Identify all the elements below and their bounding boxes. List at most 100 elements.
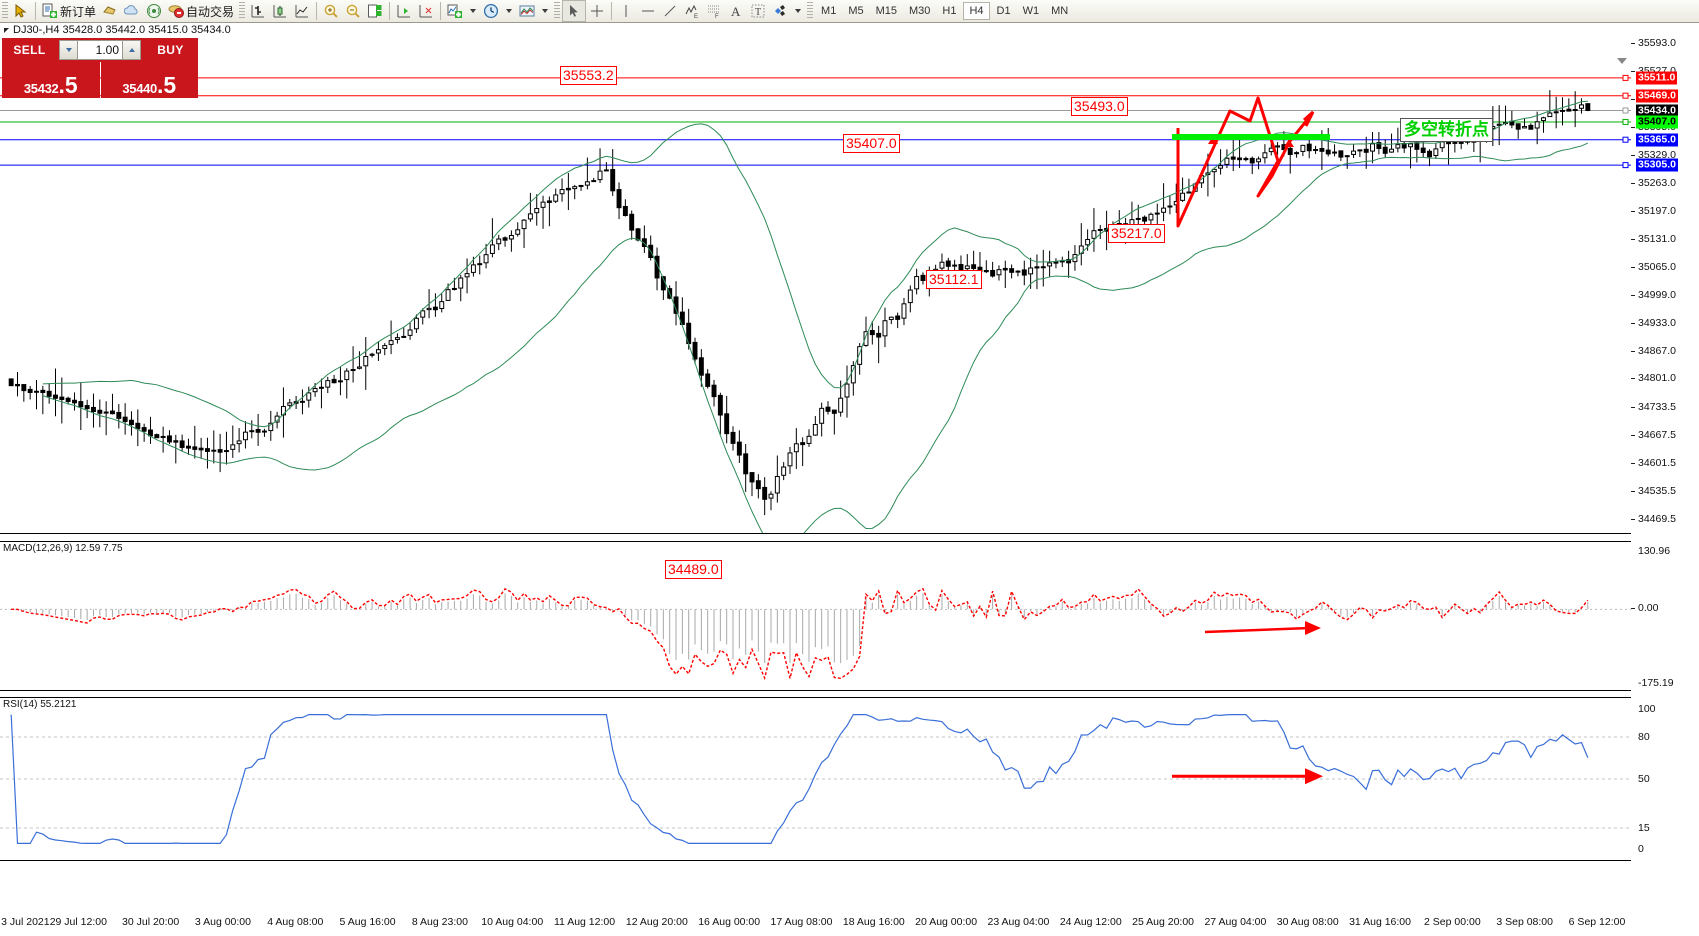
new-order-button[interactable]: 新订单	[39, 1, 99, 21]
indicators-dropdown-icon[interactable]	[470, 9, 477, 13]
price-tick-label: 34933.0	[1638, 316, 1676, 329]
toolbar-period-clock[interactable]	[480, 1, 502, 21]
toolbar-candlestick-chart[interactable]	[269, 1, 291, 21]
chart-scroll-indicator-icon[interactable]	[1617, 58, 1627, 64]
toolbar-cursor-tool[interactable]	[10, 1, 32, 21]
chart-pointer-icon	[4, 27, 9, 33]
tool-text[interactable]: A	[725, 1, 747, 21]
tool-cursor[interactable]	[562, 0, 587, 22]
macd-tick	[1631, 608, 1635, 610]
time-tick-label: 8 Aug 23:00	[411, 916, 468, 928]
price-badge[interactable]: 35434.0	[1636, 104, 1678, 117]
rsi-tick-label: 100	[1638, 703, 1656, 715]
sell-price-fraction: .5	[58, 72, 78, 98]
tool-fibonacci[interactable]: F	[703, 1, 725, 21]
price-tick	[1631, 154, 1635, 156]
timeframe-mn[interactable]: MN	[1051, 5, 1069, 17]
price-tick-label: 34601.5	[1638, 456, 1676, 469]
toolbar-bar-chart[interactable]	[247, 1, 269, 21]
time-tick-label: 31 Aug 16:00	[1349, 916, 1411, 928]
toolbar-auto-scroll[interactable]	[415, 1, 437, 21]
macd-tick-label: 0.00	[1638, 602, 1659, 615]
toolbar-zoom-out[interactable]	[342, 1, 364, 21]
tool-text-label[interactable]: T	[747, 1, 769, 21]
time-tick-label: 30 Aug 08:00	[1276, 916, 1339, 928]
toolbar-grip-2[interactable]	[239, 2, 246, 20]
time-tick-label: 30 Jul 20:00	[122, 916, 180, 928]
price-tick	[1631, 490, 1635, 492]
macd-caption: MACD(12,26,9) 12.59 7.75	[3, 543, 123, 554]
tool-horizontal-line[interactable]	[637, 1, 659, 21]
buy-price[interactable]: 35440 .5	[100, 62, 198, 98]
macd-axis: 130.96 0.00 -175.19	[1631, 541, 1699, 689]
toolbar-chart-shift[interactable]	[393, 1, 415, 21]
timeframe-m5[interactable]: M5	[848, 5, 864, 17]
auto-trading-button[interactable]: 自动交易	[165, 1, 237, 21]
price-axis[interactable]: 35593.035527.035461.035395.035329.035263…	[1631, 36, 1699, 533]
time-tick-label: 3 Aug 00:00	[194, 916, 251, 928]
toolbar-line-chart[interactable]	[291, 1, 313, 21]
time-tick-label: 18 Aug 16:00	[842, 916, 905, 928]
sell-price[interactable]: 35432 .5	[2, 62, 100, 98]
time-tick-label: 10 Aug 04:00	[481, 916, 544, 928]
toolbar-market-watch[interactable]	[99, 1, 121, 21]
macd-pane[interactable]: MACD(12,26,9) 12.59 7.75	[0, 541, 1631, 691]
price-tick	[1631, 378, 1635, 380]
price-tick	[1631, 71, 1635, 73]
time-tick-label: 4 Aug 08:00	[267, 916, 324, 928]
sell-button[interactable]: SELL	[2, 38, 57, 62]
toolbar-zoom-in[interactable]	[320, 1, 342, 21]
volume-control[interactable]: 1.00	[57, 38, 143, 62]
toolbar-divider	[35, 2, 36, 20]
price-badge[interactable]: 35407.0	[1636, 115, 1678, 129]
price-tick	[1631, 43, 1635, 45]
price-pane[interactable]	[0, 36, 1631, 534]
order-widget-header: SELL 1.00 BUY	[2, 38, 198, 62]
auto-trading-label: 自动交易	[186, 4, 235, 19]
one-click-trading-widget[interactable]: SELL 1.00 BUY 35432 .5 35440 .5	[2, 38, 198, 98]
rsi-pane[interactable]: RSI(14) 55.2121	[0, 697, 1631, 861]
price-tick-label: 35263.0	[1638, 176, 1676, 189]
volume-increase-button[interactable]	[122, 40, 141, 60]
price-badge[interactable]: 35365.0	[1636, 133, 1678, 147]
period-dropdown-icon[interactable]	[506, 9, 513, 13]
toolbar-save-chart[interactable]	[364, 1, 386, 21]
tool-vertical-line[interactable]	[615, 1, 637, 21]
volume-decrease-button[interactable]	[59, 40, 78, 60]
toolbar-grip-4[interactable]	[807, 2, 814, 20]
tool-shapes[interactable]	[769, 1, 791, 21]
tool-elliott-wave[interactable]: E	[681, 1, 703, 21]
toolbar-divider-3	[389, 2, 391, 20]
tool-crosshair[interactable]	[586, 1, 608, 21]
shapes-dropdown-icon[interactable]	[795, 9, 802, 13]
price-tick	[1631, 294, 1635, 296]
toolbar-data-window[interactable]	[121, 1, 143, 21]
buy-button[interactable]: BUY	[143, 38, 198, 62]
toolbar-grip[interactable]	[2, 2, 8, 20]
toolbar-templates[interactable]	[516, 1, 538, 21]
timeframe-m1[interactable]: M1	[821, 5, 837, 17]
toolbar-navigator[interactable]	[143, 1, 165, 21]
tool-trendline[interactable]	[659, 1, 681, 21]
templates-dropdown-icon[interactable]	[542, 9, 549, 13]
price-badge[interactable]: 35469.0	[1636, 89, 1678, 103]
timeframe-m30[interactable]: M30	[909, 5, 931, 17]
timeframe-h4[interactable]: H4	[963, 2, 990, 20]
rsi-axis: 100 80 50 15 0	[1631, 697, 1699, 859]
price-badge[interactable]: 35511.0	[1636, 71, 1678, 85]
timeframe-h1[interactable]: H1	[942, 5, 957, 17]
timeframe-m15[interactable]: M15	[875, 5, 897, 17]
rsi-canvas	[0, 713, 1631, 845]
timeframe-w1[interactable]: W1	[1022, 5, 1040, 17]
toolbar-indicators[interactable]	[444, 1, 466, 21]
timeframe-d1[interactable]: D1	[996, 5, 1011, 17]
toolbar-grip-3[interactable]	[554, 2, 561, 20]
svg-text:T: T	[755, 7, 761, 18]
price-tick-label: 34999.0	[1638, 288, 1676, 301]
chart-stage[interactable]: 35593.035527.035461.035395.035329.035263…	[0, 36, 1699, 936]
volume-input[interactable]: 1.00	[78, 40, 122, 60]
buy-price-integer: 35440	[122, 81, 157, 96]
order-widget-prices: 35432 .5 35440 .5	[2, 62, 198, 98]
svg-text:E: E	[694, 14, 698, 19]
price-badge[interactable]: 35305.0	[1636, 158, 1678, 172]
